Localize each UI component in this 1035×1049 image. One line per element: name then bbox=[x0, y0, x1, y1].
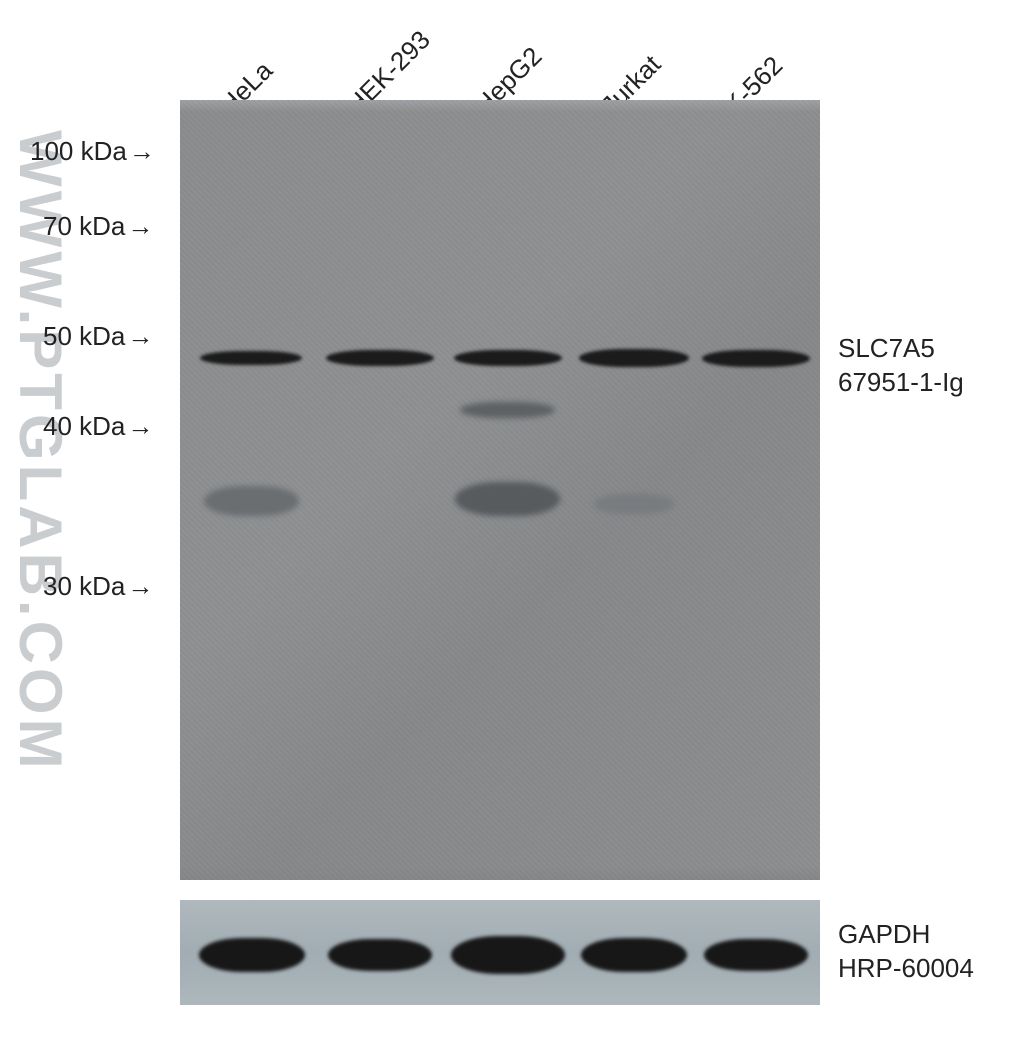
gapdh-band bbox=[581, 938, 687, 972]
slc7a5-band bbox=[579, 349, 689, 367]
figure-container: WWW.PTGLAB.COM HeLa HEK-293 HepG2 Jurkat… bbox=[0, 0, 1035, 1049]
gapdh-band bbox=[199, 938, 305, 972]
gapdh-band bbox=[328, 939, 432, 971]
mw-marker: 100 kDa→ bbox=[30, 136, 155, 167]
slc7a5-band bbox=[454, 350, 562, 366]
mw-marker: 30 kDa→ bbox=[43, 571, 153, 602]
faint-band bbox=[204, 486, 299, 516]
mw-marker: 70 kDa→ bbox=[43, 211, 153, 242]
slc7a5-band bbox=[326, 350, 434, 366]
mw-marker: 40 kDa→ bbox=[43, 411, 153, 442]
faint-band bbox=[460, 402, 555, 418]
control-antibody-label: GAPDH HRP-60004 bbox=[838, 918, 974, 986]
target-antibody-label: SLC7A5 67951-1-Ig bbox=[838, 332, 964, 400]
slc7a5-band bbox=[702, 350, 810, 367]
slc7a5-band bbox=[200, 351, 302, 365]
faint-band bbox=[455, 482, 560, 516]
gapdh-band bbox=[704, 939, 808, 971]
gapdh-band bbox=[451, 936, 565, 974]
gapdh-blot-panel bbox=[180, 900, 820, 1005]
faint-band bbox=[594, 494, 674, 514]
main-blot-panel bbox=[180, 100, 820, 880]
mw-marker: 50 kDa→ bbox=[43, 321, 153, 352]
